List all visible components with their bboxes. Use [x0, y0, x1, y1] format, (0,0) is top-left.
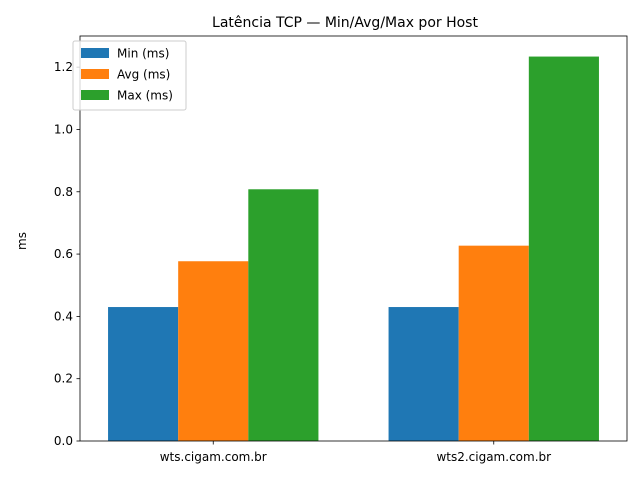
- legend-label-1: Min (ms): [117, 47, 169, 61]
- y-tick-label-5: 0.8: [54, 185, 73, 199]
- y-tick-label-3: 0.4: [54, 309, 73, 323]
- y-tick-label-7: 1.2: [54, 60, 73, 74]
- y-tick-label-1: 0.0: [54, 434, 73, 448]
- legend-swatch-1: [81, 48, 109, 58]
- bar-1-1: [108, 307, 179, 441]
- legend-swatch-3: [81, 90, 109, 100]
- x-tick-label-2: wts2.cigam.com.br: [436, 450, 551, 464]
- plot-frame: [79, 35, 628, 442]
- bar-1-2: [388, 307, 459, 441]
- bar-3-1: [248, 189, 319, 441]
- y-axis-label: ms: [15, 232, 29, 250]
- axes-layer: 0.0 0.2 0.4 0.6 0.8 1.0 1.2 wts.cigam.com.br wts…: [54, 35, 628, 464]
- chart-title: Latência TCP — Min/Avg/Max por Host: [212, 15, 478, 31]
- bar-2-2: [458, 245, 529, 441]
- bar-2-1: [178, 261, 249, 441]
- legend-label-2: Avg (ms): [117, 68, 170, 82]
- x-tick-label-1: wts.cigam.com.br: [160, 450, 267, 464]
- legend-swatch-2: [81, 69, 109, 79]
- bar-3-2: [528, 56, 599, 442]
- bars-layer: [108, 56, 599, 442]
- y-tick-label-2: 0.2: [54, 372, 73, 386]
- legend: Min (ms) Avg (ms) Max (ms): [72, 40, 187, 111]
- y-tick-label-6: 1.0: [54, 122, 73, 136]
- legend-label-3: Max (ms): [117, 89, 173, 103]
- y-tick-label-4: 0.6: [54, 247, 73, 261]
